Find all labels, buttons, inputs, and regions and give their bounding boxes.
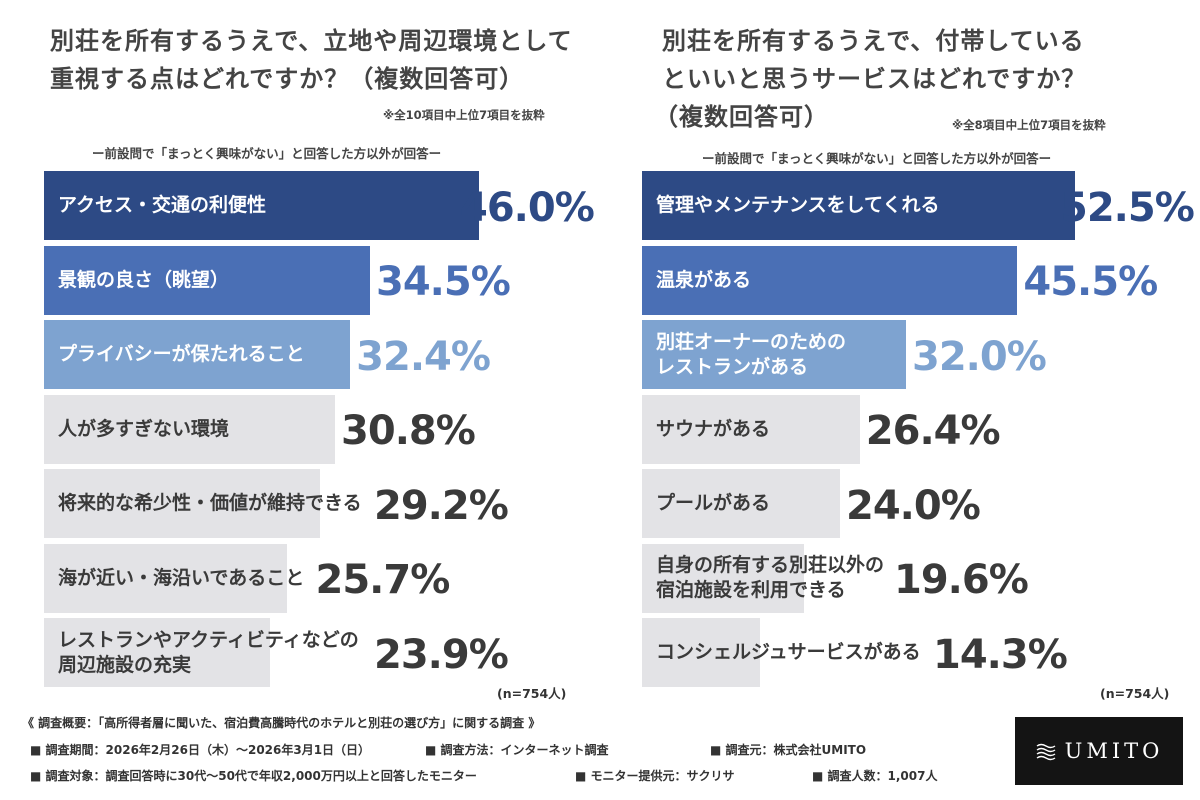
right-bar-4 [642, 394, 860, 464]
left-bar-label-1: アクセス・交通の利便性 [58, 171, 266, 240]
right-bar-label-3: 別荘オーナーのための レストランがある [656, 320, 846, 389]
footer-monitor: ■ モニター提供元：サクリサ [575, 769, 735, 783]
footer-target: ■ 調査対象：調査回答時に30代〜50代で年収2,000万円以上と回答したモニタ… [30, 769, 477, 783]
left-bar-label-6-line-1: 海が近い・海沿いであること [58, 566, 305, 589]
left-bar-label-7-line-1: レストランやアクティビティなどの [58, 628, 359, 651]
right-title-line-1: 別荘を所有するうえで、付帯している [662, 27, 1085, 55]
left-bar-label-7-line-2: 周辺施設の充実 [58, 653, 192, 676]
right-chart-title: 別荘を所有するうえで、付帯している といいと思うサービスはどれですか？ （複数回… [654, 22, 1087, 136]
right-bar-label-1-line-1: 管理やメンテナンスをしてくれる [656, 194, 940, 216]
left-bar-5 [44, 469, 320, 538]
left-chart-note: ※全10項目中上位7項目を抜粋 [383, 108, 545, 122]
right-bar-label-7: コンシェルジュサービスがある [656, 618, 921, 687]
left-bar-value-4: 30.8% [341, 408, 476, 454]
right-bar-label-2: 温泉がある [656, 246, 751, 315]
right-bar-label-3-line-1: 別荘オーナーのための [656, 330, 847, 353]
left-bar-value-1: 46.0% [460, 184, 595, 231]
right-title-line-2: といいと思うサービスはどれですか？ [662, 65, 1087, 93]
left-bar-value-7: 23.9% [374, 631, 509, 678]
right-bar-label-5-line-1: プールがある [656, 492, 771, 514]
footer-source: ■ 調査元：株式会社UMITO [710, 743, 867, 757]
right-bar-value-3: 32.0% [912, 333, 1047, 380]
right-bar-label-4-line-1: サウナがある [656, 417, 771, 440]
left-chart: 別荘を所有するうえで、立地や周辺環境として 重視する点はどれですか？（複数回答可… [0, 0, 600, 705]
left-bar-2 [44, 245, 371, 315]
right-bar-label-6-line-1: 自身の所有する別荘以外の [656, 554, 885, 576]
left-bar-label-7: レストランやアクティビティなどの 周辺施設の充実 [58, 618, 359, 687]
right-chart: 別荘を所有するうえで、付帯している といいと思うサービスはどれですか？ （複数回… [600, 0, 1200, 705]
right-chart-note: ※全8項目中上位7項目を抜粋 [952, 118, 1106, 132]
right-chart-subtitle: ー前設問で「まっとく興味がない」と回答した方以外が回答ー [702, 151, 1052, 166]
right-bar-label-4: サウナがある [656, 395, 770, 464]
right-bar-label-5: プールがある [656, 469, 770, 538]
right-bar-value-5: 24.0% [846, 482, 981, 529]
right-bar-3 [642, 320, 906, 389]
right-bar-value-4: 26.4% [865, 408, 1001, 454]
left-chart-subtitle: ー前設問で「まっとく興味がない」と回答した方以外が回答ー [92, 146, 442, 161]
right-bar-5 [642, 469, 840, 538]
left-bar-1 [44, 171, 479, 240]
right-bar-value-2: 45.5% [1023, 259, 1158, 305]
logo-text: UMITO [1064, 739, 1164, 763]
left-title-line-1: 別荘を所有するうえで、立地や周辺環境として [50, 27, 573, 55]
left-bar-value-2: 34.5% [376, 259, 511, 305]
left-bar-label-4: 人が多すぎない環境 [58, 395, 229, 464]
left-n-note: (n=754人) [497, 686, 567, 701]
right-bar-label-6: 自身の所有する別荘以外の 宿泊施設を利用できる [656, 544, 884, 613]
right-bar-7 [642, 618, 760, 687]
left-title-line-2: 重視する点はどれですか？（複数回答可） [50, 65, 525, 93]
right-bar-2 [642, 245, 1018, 315]
left-bar-7 [44, 618, 270, 687]
left-bar-label-5-line-1: 将来的な希少性・価値が維持できる [58, 492, 362, 514]
left-bar-label-6: 海が近い・海沿いであること [58, 544, 304, 613]
left-bar-6 [44, 543, 287, 613]
right-bar-label-7-line-1: コンシェルジュサービスがある [656, 641, 921, 663]
right-bar-value-1: 52.5% [1060, 184, 1195, 231]
footer-period: ■ 調査期間：2026年2月26日（木）〜2026年3月1日（日） [30, 743, 371, 757]
left-bar-label-2: 景観の良さ（眺望） [58, 246, 229, 315]
left-bar-value-6: 25.7% [315, 557, 451, 603]
survey-footer: 《 調査概要：「高所得者層に聞いた、宿泊費高騰時代のホテルと別荘の選び方」に関す… [0, 710, 1200, 800]
right-bar-value-6: 19.6% [894, 557, 1029, 603]
wave-icon [1036, 743, 1056, 761]
left-bar-value-3: 32.4% [356, 333, 491, 380]
right-bar-label-6-line-2: 宿泊施設を利用できる [656, 579, 846, 601]
right-n-note: (n=754人) [1100, 686, 1170, 701]
footer-count: ■ 調査人数：1,007人 [812, 769, 938, 783]
left-bar-3 [44, 320, 351, 389]
footer-method: ■ 調査方法：インターネット調査 [425, 743, 609, 757]
left-chart-title: 別荘を所有するうえで、立地や周辺環境として 重視する点はどれですか？（複数回答可… [50, 22, 573, 98]
left-bar-label-3-line-1: プライバシーが保たれること [58, 343, 305, 365]
left-bar-label-1-line-1: アクセス・交通の利便性 [58, 194, 267, 216]
right-bar-value-7: 14.3% [933, 631, 1068, 678]
left-bar-label-2-line-1: 景観の良さ（眺望） [58, 268, 230, 291]
right-bar-label-3-line-2: レストランがある [656, 355, 809, 378]
left-bar-4 [44, 394, 336, 464]
umito-logo: UMITO [1015, 717, 1183, 785]
right-bar-6 [642, 543, 804, 613]
right-bar-label-2-line-1: 温泉がある [656, 268, 752, 291]
left-bar-label-3: プライバシーが保たれること [58, 320, 305, 389]
right-bar-label-1: 管理やメンテナンスをしてくれる [656, 171, 939, 240]
left-bar-value-5: 29.2% [374, 482, 509, 529]
left-bar-label-5: 将来的な希少性・価値が維持できる [58, 469, 362, 538]
footer-survey-title: 《 調査概要：「高所得者層に聞いた、宿泊費高騰時代のホテルと別荘の選び方」に関す… [22, 716, 541, 730]
right-bar-1 [642, 171, 1076, 240]
left-bar-label-4-line-1: 人が多すぎない環境 [58, 417, 230, 440]
right-title-line-3: （複数回答可） [654, 103, 829, 131]
